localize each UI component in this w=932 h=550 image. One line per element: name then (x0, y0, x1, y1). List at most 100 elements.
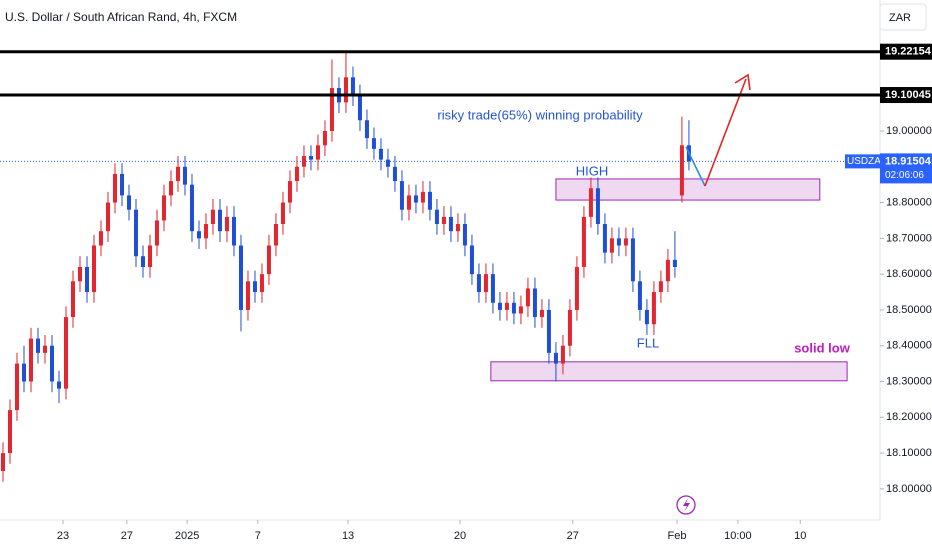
candle-body (665, 259, 670, 282)
candle-body (50, 345, 55, 382)
candle-body (217, 209, 222, 232)
x-tick-label: Feb (668, 530, 687, 542)
candle-body (91, 245, 96, 293)
candle-body (280, 202, 285, 225)
y-tick-label: 18.80000 (886, 196, 932, 208)
candle-body (273, 224, 278, 246)
candle-body (476, 274, 481, 293)
candle-body (231, 216, 236, 246)
y-tick-label: 18.10000 (886, 447, 932, 459)
candle-body (329, 88, 334, 131)
x-tick-label: 20 (454, 530, 466, 542)
candle-body (98, 231, 103, 246)
y-tick-label: 18.40000 (886, 340, 932, 352)
candle-body (266, 245, 271, 275)
candle-body (672, 259, 677, 267)
candle-body (343, 77, 348, 103)
candle-body (581, 216, 586, 267)
candle-body (308, 156, 313, 160)
candle-body (294, 166, 299, 182)
candle-body (84, 266, 89, 293)
red-arrow-head (734, 73, 751, 91)
candle-body (455, 224, 460, 232)
candle-body (78, 266, 82, 282)
candle-body (623, 238, 628, 246)
candle-body (546, 309, 551, 353)
candle-body (497, 302, 502, 310)
candle-body (140, 256, 145, 267)
candle-body (392, 166, 397, 182)
candle-body (168, 181, 173, 196)
currency-box[interactable] (879, 3, 927, 31)
candle-body (644, 309, 649, 325)
countdown-label: 02:06:06 (885, 170, 924, 181)
symbol-label: USDZAR (847, 156, 888, 167)
y-tick-label: 19.00000 (886, 125, 932, 137)
candle-body (224, 216, 229, 232)
candle-body (483, 274, 488, 293)
y-tick-label: 18.60000 (886, 268, 932, 280)
candle-body (36, 338, 41, 353)
candle-body (588, 188, 593, 217)
candle-body (630, 238, 635, 282)
candle-body (448, 216, 453, 232)
candle-body (64, 317, 69, 389)
candle-body (378, 148, 383, 160)
candle-body (15, 363, 20, 411)
level-label-box (880, 87, 932, 104)
candle-body (434, 209, 439, 225)
x-tick-label: 23 (57, 530, 69, 542)
candle-body (252, 281, 257, 293)
x-tick-label: 2025 (175, 530, 199, 542)
candle-body (532, 288, 537, 318)
zone (555, 178, 821, 201)
currency[interactable]: ZAR (889, 12, 911, 24)
candle-body (71, 281, 76, 318)
x-tick-label: 7 (255, 530, 261, 542)
candle-body (126, 195, 131, 210)
candle-body (637, 281, 642, 310)
candle-body (203, 224, 208, 239)
candle-body (350, 77, 355, 96)
candle-body (105, 202, 110, 232)
candle-body (154, 220, 159, 246)
x-tick-label: 10:00 (724, 530, 752, 542)
price-box (880, 153, 932, 184)
candle-body (525, 288, 530, 307)
blue-arrow-line (685, 146, 706, 187)
candle-body (29, 338, 34, 382)
candle-body (196, 231, 201, 239)
candle-body (511, 302, 516, 314)
level-label: 19.10045 (885, 89, 931, 101)
candle-body (518, 306, 523, 314)
candle-body (658, 281, 663, 293)
chart-title: U.S. Dollar / South African Rand, 4h, FX… (5, 10, 237, 24)
candle-body (462, 224, 467, 246)
candle-body (441, 216, 446, 225)
candle-body (371, 138, 376, 149)
candle-body (469, 245, 474, 275)
candle-body (259, 274, 264, 293)
candle-body (43, 345, 48, 353)
x-tick-label: 27 (121, 530, 133, 542)
candle-body (553, 352, 558, 364)
candle-body (161, 195, 166, 221)
candle-body (504, 302, 509, 310)
annotation: FLL (637, 335, 659, 350)
candle-body (364, 120, 369, 139)
event-bolt (683, 498, 690, 512)
candle-body (287, 181, 292, 203)
candle-body (602, 224, 607, 253)
candle-body (22, 363, 27, 382)
candle-body (175, 166, 180, 182)
candle-body (315, 145, 320, 160)
candle-body (357, 95, 362, 121)
y-tick-label: 18.30000 (886, 375, 932, 387)
x-tick-label: 10 (794, 530, 806, 542)
level-label: 19.22154 (885, 46, 932, 58)
annotation: risky trade(65%) winning probability (437, 107, 643, 122)
candle-body (574, 266, 579, 310)
y-tick-label: 18.00000 (886, 483, 932, 495)
